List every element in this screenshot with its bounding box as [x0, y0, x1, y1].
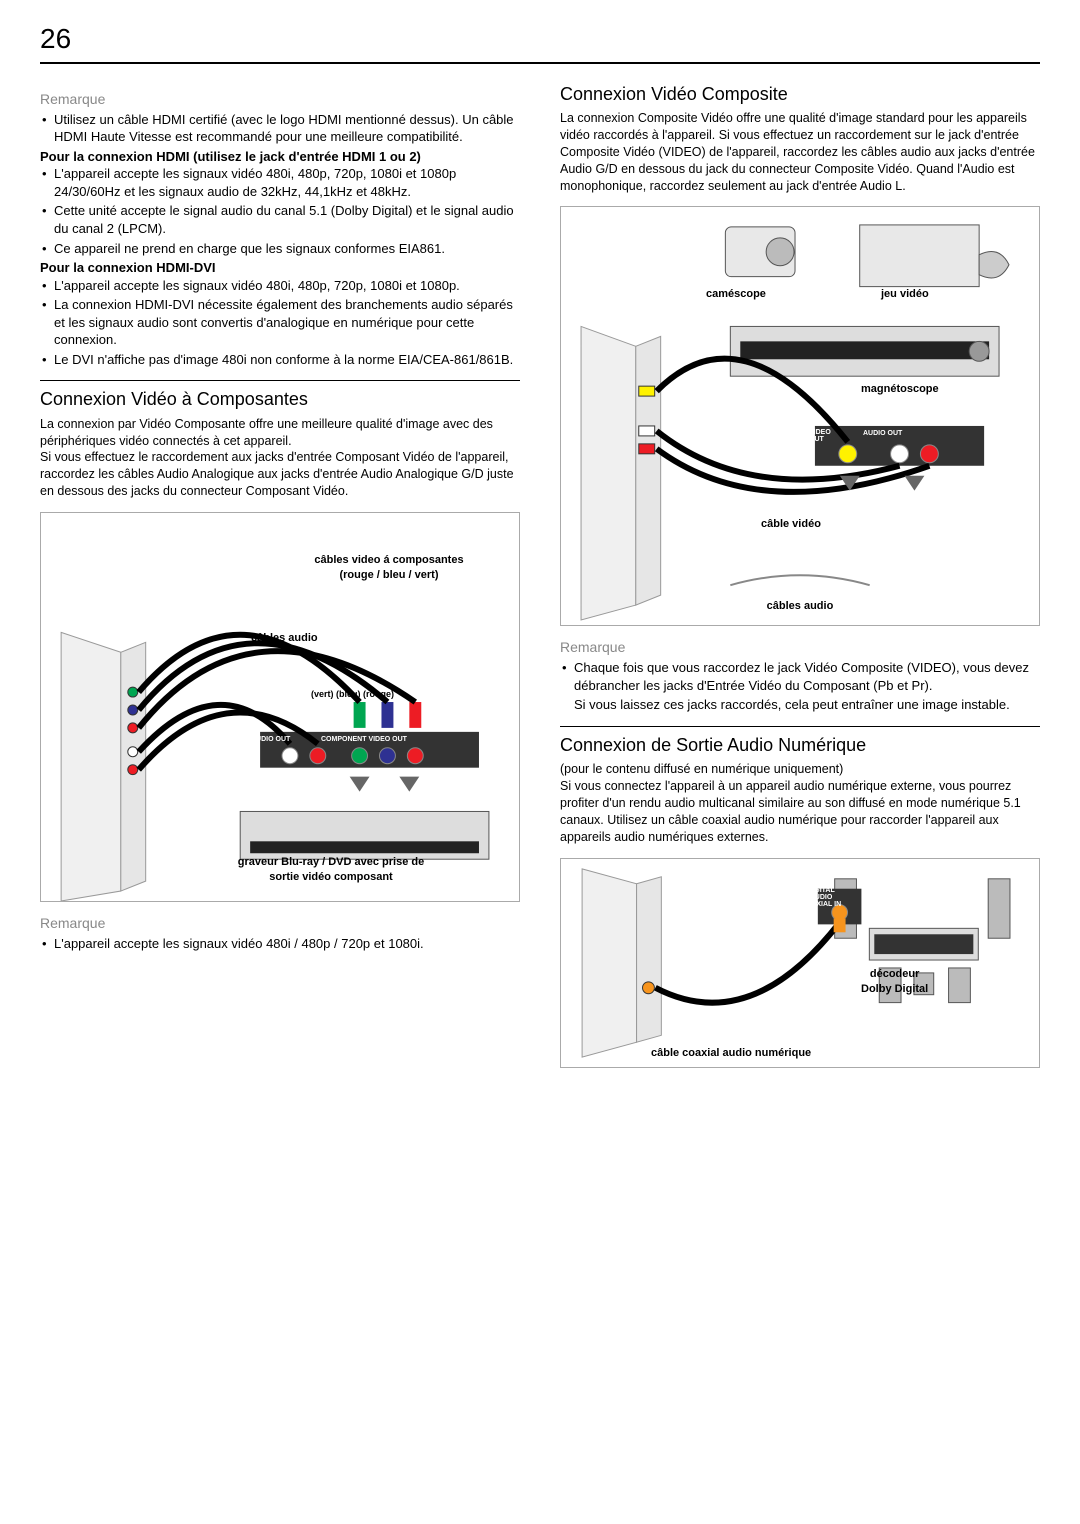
content-columns: Remarque Utilisez un câble HDMI certifié…: [40, 82, 1040, 1080]
divider: [560, 726, 1040, 727]
remark-subtitle: Pour la connexion HDMI (utilisez le jack…: [40, 148, 520, 166]
label-coax-in: DIGITAL AUDIO COAXIAL IN: [797, 887, 845, 908]
remark-title: Remarque: [40, 914, 520, 933]
label-decoder: décodeur Dolby Digital: [861, 967, 928, 997]
section-body: La connexion Composite Vidéo offre une q…: [560, 110, 1040, 194]
remark-component: Remarque L'appareil accepte les signaux …: [40, 914, 520, 952]
label-coax-cable: câble coaxial audio numérique: [651, 1046, 811, 1061]
label-device: graveur Blu-ray / DVD avec prise de sort…: [201, 855, 461, 885]
label-video-cable: câble vidéo: [761, 517, 821, 532]
remark-item: L'appareil accepte les signaux vidéo 480…: [40, 277, 520, 295]
section-subtitle: (pour le contenu diffusé en numérique un…: [560, 761, 1040, 778]
remark-item: L'appareil accepte les signaux vidéo 480…: [40, 935, 520, 953]
remark-item: Cette unité accepte le signal audio du c…: [40, 202, 520, 237]
remark-title: Remarque: [560, 638, 1040, 657]
section-body: Si vous connectez l'appareil à un appare…: [560, 778, 1040, 846]
label-game: jeu vidéo: [881, 287, 929, 302]
digital-diagram: DIGITAL AUDIO COAXIAL IN décodeur Dolby …: [560, 858, 1040, 1068]
composite-diagram: caméscope jeu vidéo magnétoscope VIDEO O…: [560, 206, 1040, 626]
page-number: 26: [40, 20, 1040, 64]
remark-item: Chaque fois que vous raccordez le jack V…: [560, 659, 1040, 694]
remark-item: Le DVI n'affiche pas d'image 480i non co…: [40, 351, 520, 369]
label-audio-out: AUDIO OUT: [863, 429, 902, 438]
section-body: La connexion par Vidéo Composante offre …: [40, 416, 520, 500]
right-column: Connexion Vidéo Composite La connexion C…: [560, 82, 1040, 1080]
section-title-composite: Connexion Vidéo Composite: [560, 82, 1040, 106]
remark-extra: Si vous laissez ces jacks raccordés, cel…: [560, 696, 1040, 714]
remark-subtitle: Pour la connexion HDMI-DVI: [40, 259, 520, 277]
remark-item: L'appareil accepte les signaux vidéo 480…: [40, 165, 520, 200]
remark-title: Remarque: [40, 90, 520, 109]
remark-hdmi: Remarque Utilisez un câble HDMI certifié…: [40, 90, 520, 369]
component-diagram: câbles video á composantes (rouge / bleu…: [40, 512, 520, 902]
divider: [40, 380, 520, 381]
label-video-out: VIDEO OUT: [809, 429, 831, 443]
label-colors: (vert) (bleu) (rouge): [311, 688, 394, 700]
label-video-cables: câbles video á composantes (rouge / bleu…: [289, 553, 489, 583]
label-vcr: magnétoscope: [861, 382, 939, 397]
label-component-out: COMPONENT VIDEO OUT: [321, 735, 407, 744]
label-audio-cables: câbles audio: [251, 631, 318, 646]
remark-item: La connexion HDMI-DVI nécessite égalemen…: [40, 296, 520, 349]
section-title-component: Connexion Vidéo à Composantes: [40, 387, 520, 411]
label-camcorder: caméscope: [706, 287, 766, 302]
section-title-digital: Connexion de Sortie Audio Numérique: [560, 733, 1040, 757]
remark-composite: Remarque Chaque fois que vous raccordez …: [560, 638, 1040, 714]
remark-item: Utilisez un câble HDMI certifié (avec le…: [40, 111, 520, 146]
label-audio-cables: câbles audio: [561, 599, 1039, 614]
label-audio-out: AUDIO OUT: [251, 735, 290, 744]
remark-item: Ce appareil ne prend en charge que les s…: [40, 240, 520, 258]
left-column: Remarque Utilisez un câble HDMI certifié…: [40, 82, 520, 1080]
